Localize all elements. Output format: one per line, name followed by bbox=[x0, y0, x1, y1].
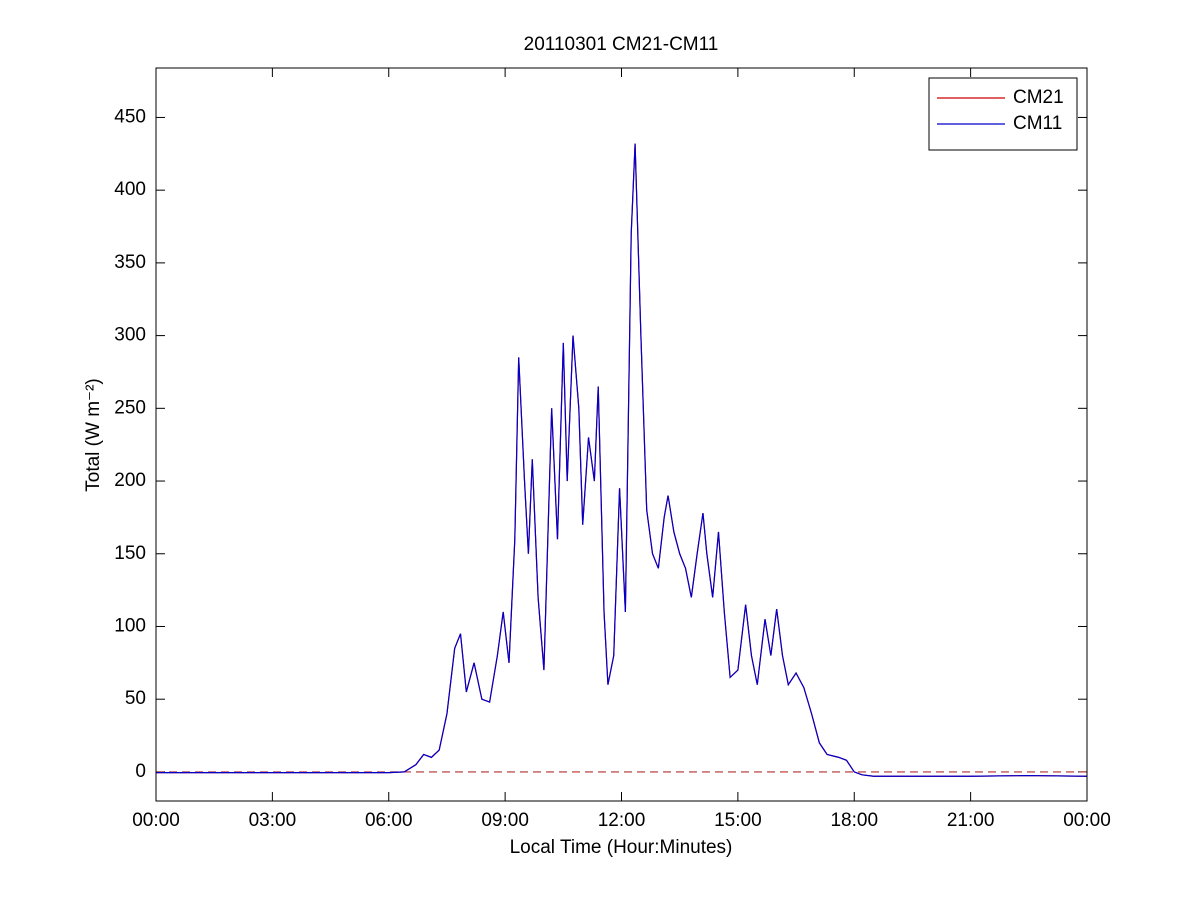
y-tick-label: 200 bbox=[114, 470, 146, 491]
x-tick-label: 12:00 bbox=[598, 810, 646, 831]
y-tick-label: 0 bbox=[135, 761, 146, 782]
plot-frame bbox=[155, 67, 1088, 802]
legend-box bbox=[928, 77, 1078, 151]
y-tick-label: 350 bbox=[114, 252, 146, 273]
legend-label: CM21 bbox=[1013, 87, 1064, 108]
y-tick-label: 300 bbox=[114, 325, 146, 346]
y-tick-label: 150 bbox=[114, 543, 146, 564]
y-tick-label: 100 bbox=[114, 615, 146, 636]
x-axis-label: Local Time (Hour:Minutes) bbox=[510, 837, 733, 858]
chart-title: 20110301 CM21-CM11 bbox=[524, 34, 719, 55]
x-tick-label: 21:00 bbox=[947, 810, 995, 831]
y-tick-label: 250 bbox=[114, 397, 146, 418]
x-tick-label: 15:00 bbox=[714, 810, 762, 831]
y-axis-label: Total (W m⁻²) bbox=[83, 378, 104, 491]
x-tick-label: 18:00 bbox=[830, 810, 878, 831]
series-line bbox=[156, 143, 1088, 777]
y-tick-label: 50 bbox=[125, 688, 146, 709]
x-tick-label: 00:00 bbox=[132, 810, 180, 831]
legend-label: CM11 bbox=[1013, 113, 1062, 134]
x-tick-label: 06:00 bbox=[365, 810, 413, 831]
y-tick-label: 450 bbox=[114, 106, 146, 127]
x-tick-label: 00:00 bbox=[1063, 810, 1111, 831]
y-tick-label: 400 bbox=[114, 179, 146, 200]
x-tick-label: 03:00 bbox=[249, 810, 297, 831]
x-tick-label: 09:00 bbox=[481, 810, 529, 831]
